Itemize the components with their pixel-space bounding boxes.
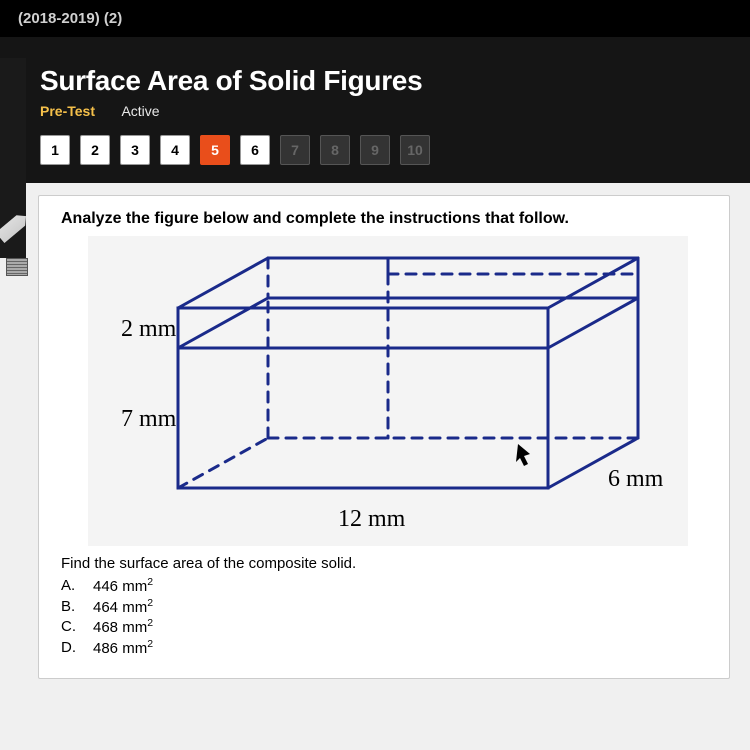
option-letter: C. xyxy=(61,617,79,638)
question-nav-3[interactable]: 3 xyxy=(120,135,150,165)
option-letter: B. xyxy=(61,597,79,618)
question-nav-6[interactable]: 6 xyxy=(240,135,270,165)
answer-option-B[interactable]: B. 464 mm2 xyxy=(61,597,715,618)
lesson-title: Surface Area of Solid Figures xyxy=(40,65,710,97)
question-nav-4[interactable]: 4 xyxy=(160,135,190,165)
question-nav-9: 9 xyxy=(360,135,390,165)
active-label: Active xyxy=(121,103,159,119)
question-nav-7: 7 xyxy=(280,135,310,165)
option-value: 446 mm2 xyxy=(93,576,153,597)
question-nav-2[interactable]: 2 xyxy=(80,135,110,165)
dim-height-label: 7 mm xyxy=(121,406,177,432)
option-letter: A. xyxy=(61,576,79,597)
option-value: 464 mm2 xyxy=(93,597,153,618)
breadcrumb: (2018-2019) (2) xyxy=(0,0,750,37)
question-prompt: Find the surface area of the composite s… xyxy=(61,555,715,572)
question-nav-5[interactable]: 5 xyxy=(200,135,230,165)
question-instruction: Analyze the figure below and complete th… xyxy=(61,210,715,228)
question-nav-10: 10 xyxy=(400,135,430,165)
answer-option-A[interactable]: A. 446 mm2 xyxy=(61,576,715,597)
question-nav-8: 8 xyxy=(320,135,350,165)
lesson-header: Surface Area of Solid Figures Pre-Test A… xyxy=(0,37,750,183)
option-letter: D. xyxy=(61,638,79,659)
answer-option-D[interactable]: D. 486 mm2 xyxy=(61,638,715,659)
figure: 2 mm 7 mm 12 mm 6 mm xyxy=(88,236,688,551)
answer-options: A. 446 mm2 B. 464 mm2 C. 468 mm2 D. 486 mm2 xyxy=(61,576,715,658)
option-value: 486 mm2 xyxy=(93,638,153,659)
question-nav-1[interactable]: 1 xyxy=(40,135,70,165)
dim-top-label: 2 mm xyxy=(121,316,177,342)
pretest-label: Pre-Test xyxy=(40,103,95,119)
option-value: 468 mm2 xyxy=(93,617,153,638)
calculator-icon[interactable] xyxy=(6,258,28,276)
lesson-subline: Pre-Test Active xyxy=(40,103,710,121)
dim-depth-label: 6 mm xyxy=(608,466,664,492)
composite-solid-svg: 2 mm 7 mm 12 mm 6 mm xyxy=(88,236,688,546)
answer-option-C[interactable]: C. 468 mm2 xyxy=(61,617,715,638)
dim-width-label: 12 mm xyxy=(338,506,406,532)
question-nav: 123456789 10 xyxy=(40,135,710,165)
question-content: Analyze the figure below and complete th… xyxy=(38,195,730,679)
